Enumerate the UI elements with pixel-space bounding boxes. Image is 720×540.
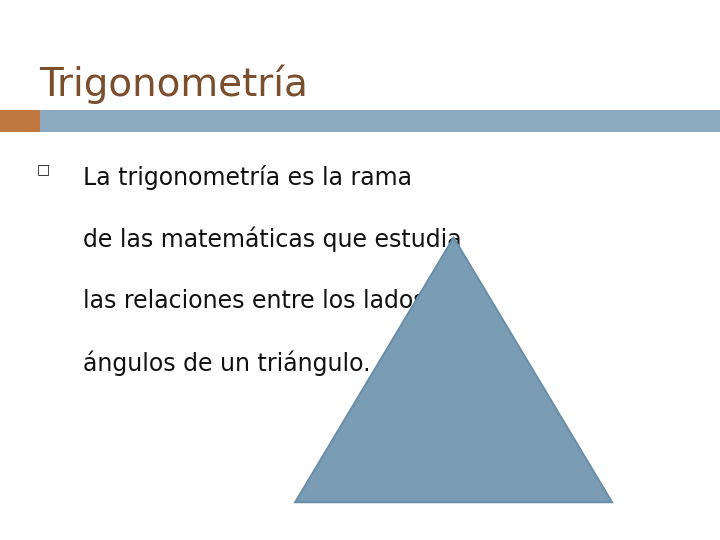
Bar [40,110,720,132]
Text: ángulos de un triángulo.: ángulos de un triángulo. [83,351,370,376]
Text: □: □ [37,162,50,176]
Bar [0,110,40,132]
Text: de las matemáticas que estudia: de las matemáticas que estudia [83,227,462,252]
Polygon shape [295,238,612,502]
Text: La trigonometría es la rama: La trigonometría es la rama [83,165,412,190]
Text: las relaciones entre los lados y: las relaciones entre los lados y [83,289,447,313]
Text: Trigonometría: Trigonometría [40,65,308,104]
